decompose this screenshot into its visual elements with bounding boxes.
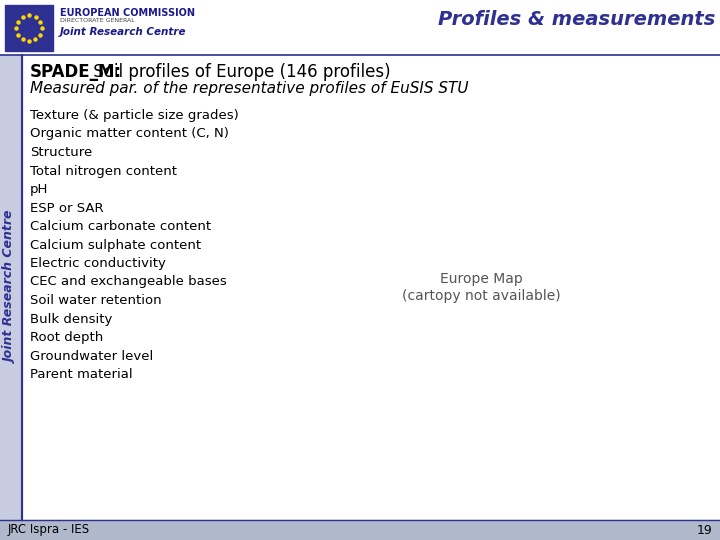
Text: Root depth: Root depth bbox=[30, 331, 103, 344]
Text: Joint Research Centre: Joint Research Centre bbox=[60, 27, 186, 37]
Text: JRC Ispra - IES: JRC Ispra - IES bbox=[8, 523, 90, 537]
Text: Parent material: Parent material bbox=[30, 368, 132, 381]
Text: Organic matter content (C, N): Organic matter content (C, N) bbox=[30, 127, 229, 140]
Text: DIRECTORATE GENERAL: DIRECTORATE GENERAL bbox=[60, 18, 135, 23]
Text: Profiles & measurements: Profiles & measurements bbox=[438, 10, 715, 29]
Text: Europe Map
(cartopy not available): Europe Map (cartopy not available) bbox=[402, 272, 561, 302]
Bar bbox=[0, 0, 720, 55]
Text: Bulk density: Bulk density bbox=[30, 313, 112, 326]
Text: Soil profiles of Europe (146 profiles): Soil profiles of Europe (146 profiles) bbox=[88, 63, 391, 81]
Text: Measured par. of the representative profiles of EuSIS STU: Measured par. of the representative prof… bbox=[30, 81, 469, 96]
Text: EUROPEAN COMMISSION: EUROPEAN COMMISSION bbox=[60, 8, 195, 18]
Text: Groundwater level: Groundwater level bbox=[30, 349, 153, 362]
Text: Calcium sulphate content: Calcium sulphate content bbox=[30, 239, 201, 252]
Bar bbox=[0, 520, 720, 540]
Bar bbox=[5, 5, 53, 51]
Text: Texture (& particle size grades): Texture (& particle size grades) bbox=[30, 109, 239, 122]
Text: pH: pH bbox=[30, 183, 48, 196]
Bar bbox=[0, 55, 22, 520]
Text: Calcium carbonate content: Calcium carbonate content bbox=[30, 220, 211, 233]
Text: Structure: Structure bbox=[30, 146, 92, 159]
Text: Soil water retention: Soil water retention bbox=[30, 294, 161, 307]
Text: CEC and exchangeable bases: CEC and exchangeable bases bbox=[30, 275, 227, 288]
Text: Electric conductivity: Electric conductivity bbox=[30, 257, 166, 270]
Text: ESP or SAR: ESP or SAR bbox=[30, 201, 104, 214]
Text: 19: 19 bbox=[696, 523, 712, 537]
Text: Joint Research Centre: Joint Research Centre bbox=[4, 211, 17, 364]
Text: Total nitrogen content: Total nitrogen content bbox=[30, 165, 177, 178]
Text: SPADE_M:: SPADE_M: bbox=[30, 63, 122, 81]
